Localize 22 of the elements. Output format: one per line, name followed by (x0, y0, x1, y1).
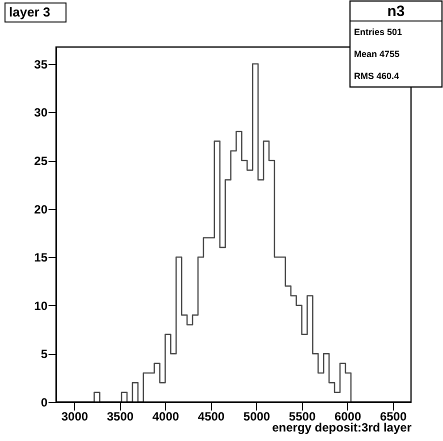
x-axis-title: energy deposit:3rd layer (272, 420, 412, 434)
x-tick-label: 6500 (380, 410, 407, 424)
y-tick-label: 35 (34, 57, 48, 72)
y-tick-label: 0 (40, 396, 48, 410)
y-tick-label: 10 (34, 298, 48, 313)
text: Entries 501 (354, 27, 402, 37)
text: n3 (387, 3, 405, 20)
x-tick-label: 3500 (106, 410, 134, 424)
x-tick-label: 3000 (61, 410, 88, 424)
y-tick-label: 5 (40, 347, 48, 362)
x-tick-label: 6000 (334, 410, 362, 424)
y-tick-label: 15 (34, 250, 48, 265)
x-tick-label: 5000 (243, 410, 270, 424)
y-tick-label: 20 (34, 202, 48, 216)
x-tick-label: 4500 (198, 410, 225, 424)
annotation: Mean 4755 (354, 49, 400, 59)
y-tick-label: 25 (34, 154, 48, 168)
annotation: RMS 460.4 (354, 71, 400, 81)
y-tick-label: 30 (34, 106, 48, 120)
chart-title: layer 3 (9, 4, 50, 20)
x-tick-label: 5500 (288, 410, 316, 424)
x-tick-label: 4000 (152, 410, 180, 424)
